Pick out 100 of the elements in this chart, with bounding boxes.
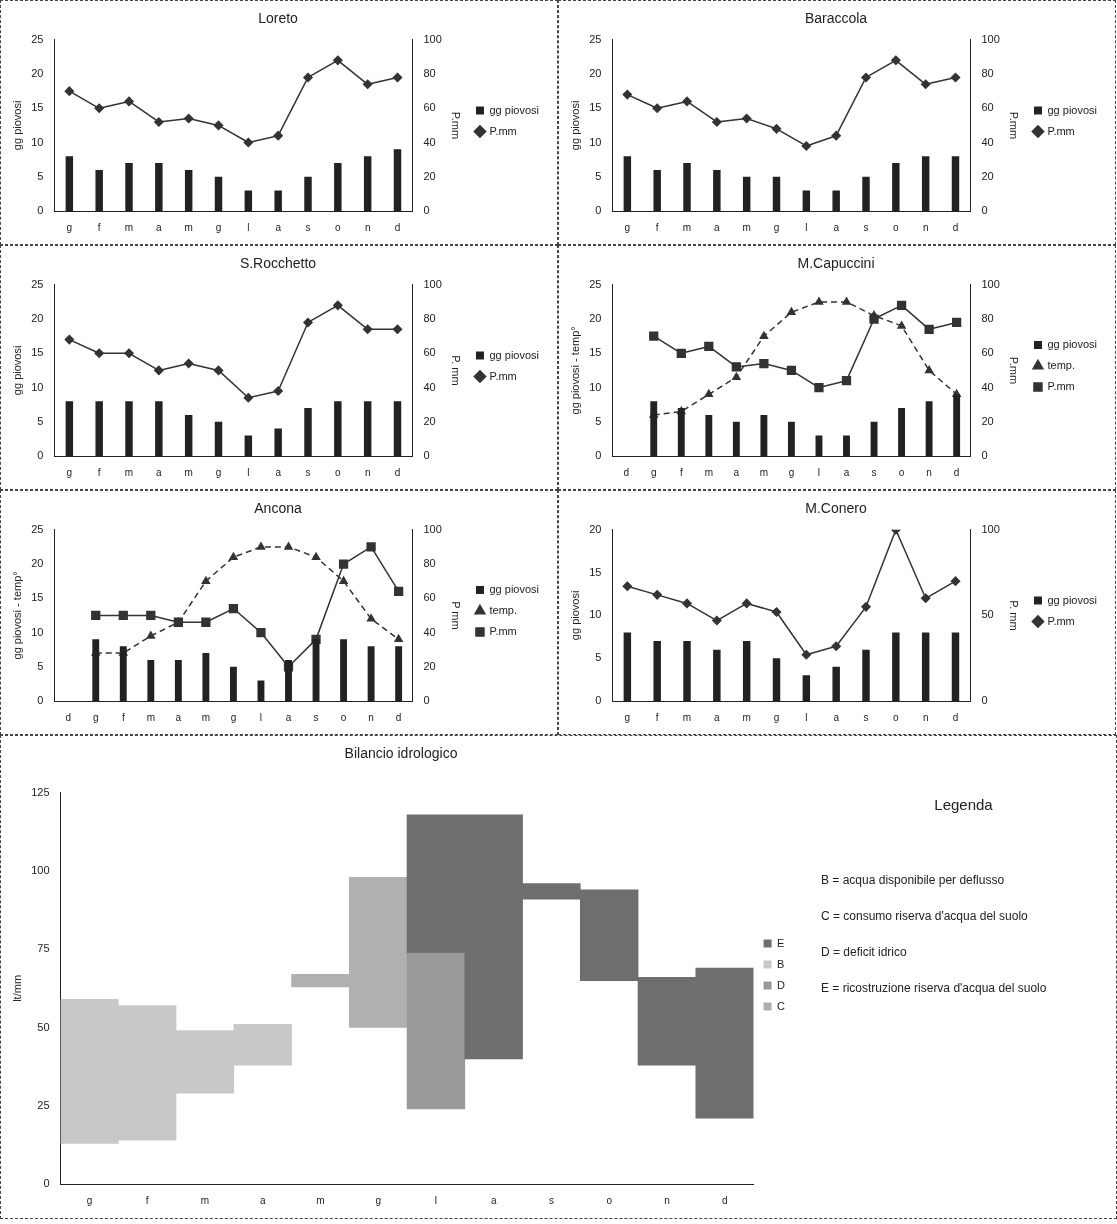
y2-tick-label: 0 [423,449,430,462]
y-axis-title: gg piovosi [568,590,581,641]
chart-title: Baraccola [804,10,868,27]
x-tick-label: s [313,711,319,723]
y2-tick-label: 100 [423,32,442,45]
x-tick-label: d [395,711,402,723]
y2-tick-label: 80 [423,557,436,570]
x-tick-label: a [156,221,163,233]
x-tick-label: m [184,221,193,233]
legend-label: P.mm [1047,614,1075,627]
y-tick-label: 0 [595,449,602,462]
x-tick-label: o [335,466,342,478]
y2-tick-label: 20 [423,169,436,182]
legend-label: gg piovosi [1047,593,1098,606]
legend-label: B [777,957,785,970]
x-tick-label: g [86,1194,93,1206]
y2-axis-title: P. mm [1008,600,1021,631]
legend-label: E [777,936,785,949]
x-tick-label: a [833,221,840,233]
y-tick-label: 5 [595,651,602,664]
legend-label: D [777,978,786,991]
x-tick-label: a [714,711,721,723]
x-tick-label: g [375,1194,381,1206]
y2-tick-label: 60 [981,101,994,114]
x-tick-label: m [682,711,692,723]
x-tick-label: f [97,221,101,233]
x-tick-label: o [893,221,900,233]
x-tick-label: l [259,711,263,723]
x-tick-label: m [742,711,751,723]
x-tick-label: g [773,221,780,233]
y2-axis-title: P.mm [450,111,463,140]
x-tick-label: d [65,711,71,723]
x-tick-label: n [364,221,371,233]
x-tick-label: m [201,711,211,723]
y2-tick-label: 0 [981,204,988,217]
y-tick-label: 10 [31,135,44,148]
x-tick-label: s [305,221,311,233]
y-axis-title: gg piovosi [10,100,23,151]
y2-tick-label: 100 [423,277,442,290]
y-axis-title: gg piovosi - temp° [10,571,23,660]
x-tick-label: m [316,1194,325,1206]
legend-label: gg piovosi [1047,338,1098,351]
x-tick-label: a [285,711,292,723]
x-tick-label: m [124,221,134,233]
y2-tick-label: 100 [423,522,442,535]
x-tick-label: g [66,221,73,233]
y2-tick-label: 20 [981,169,994,182]
y-tick-label: 5 [595,169,602,182]
y2-axis-title: P.mm [1008,111,1021,140]
y-tick-label: 20 [589,312,602,325]
y-tick-label: 25 [37,1098,50,1111]
x-tick-label: m [682,221,692,233]
text: D = deficit idrico [821,945,908,959]
legend-label: C [777,999,786,1012]
y-tick-label: 10 [31,625,44,638]
x-tick-label: l [247,221,250,233]
chart-title: Ancona [254,500,302,517]
x-tick-label: d [952,711,959,723]
y2-tick-label: 60 [423,346,436,359]
y-tick-label: 125 [31,785,50,798]
x-tick-label: s [871,466,877,478]
y-tick-label: 20 [31,67,44,80]
y2-tick-label: 100 [981,277,1000,290]
x-tick-label: d [394,221,401,233]
x-tick-label: l [817,466,821,478]
x-tick-label: m [124,466,134,478]
y2-tick-label: 60 [981,346,994,359]
x-tick-label: n [922,221,929,233]
x-tick-label: a [275,221,282,233]
y-tick-label: 100 [31,864,50,877]
y-tick-label: 0 [43,1177,50,1190]
y2-tick-label: 80 [423,67,436,80]
y-tick-label: 20 [589,522,602,535]
y2-tick-label: 60 [423,101,436,114]
y-tick-label: 10 [589,380,602,393]
x-tick-label: o [606,1194,613,1206]
legend-label: gg piovosi [489,348,540,361]
legend-label: P.mm [489,369,517,382]
y2-tick-label: 80 [423,312,436,325]
x-tick-label: a [275,466,282,478]
x-tick-label: l [805,711,808,723]
y2-tick-label: 40 [423,135,436,148]
y2-tick-label: 40 [981,380,994,393]
x-tick-label: s [863,221,869,233]
x-tick-label: d [623,466,629,478]
x-tick-label: a [259,1194,266,1206]
x-tick-label: m [704,466,713,478]
legend-label: P.mm [1047,380,1075,393]
y2-tick-label: 20 [981,414,994,427]
y-tick-label: 5 [37,659,44,672]
y-tick-label: 5 [37,414,44,427]
x-tick-label: n [926,466,932,478]
y2-tick-label: 20 [423,414,436,427]
x-tick-label: d [953,466,960,478]
x-tick-label: a [490,1194,497,1206]
y-tick-label: 0 [37,449,44,462]
y2-tick-label: 0 [423,204,430,217]
x-tick-label: f [655,221,659,233]
x-tick-label: g [624,711,631,723]
y2-tick-label: 50 [981,608,994,621]
